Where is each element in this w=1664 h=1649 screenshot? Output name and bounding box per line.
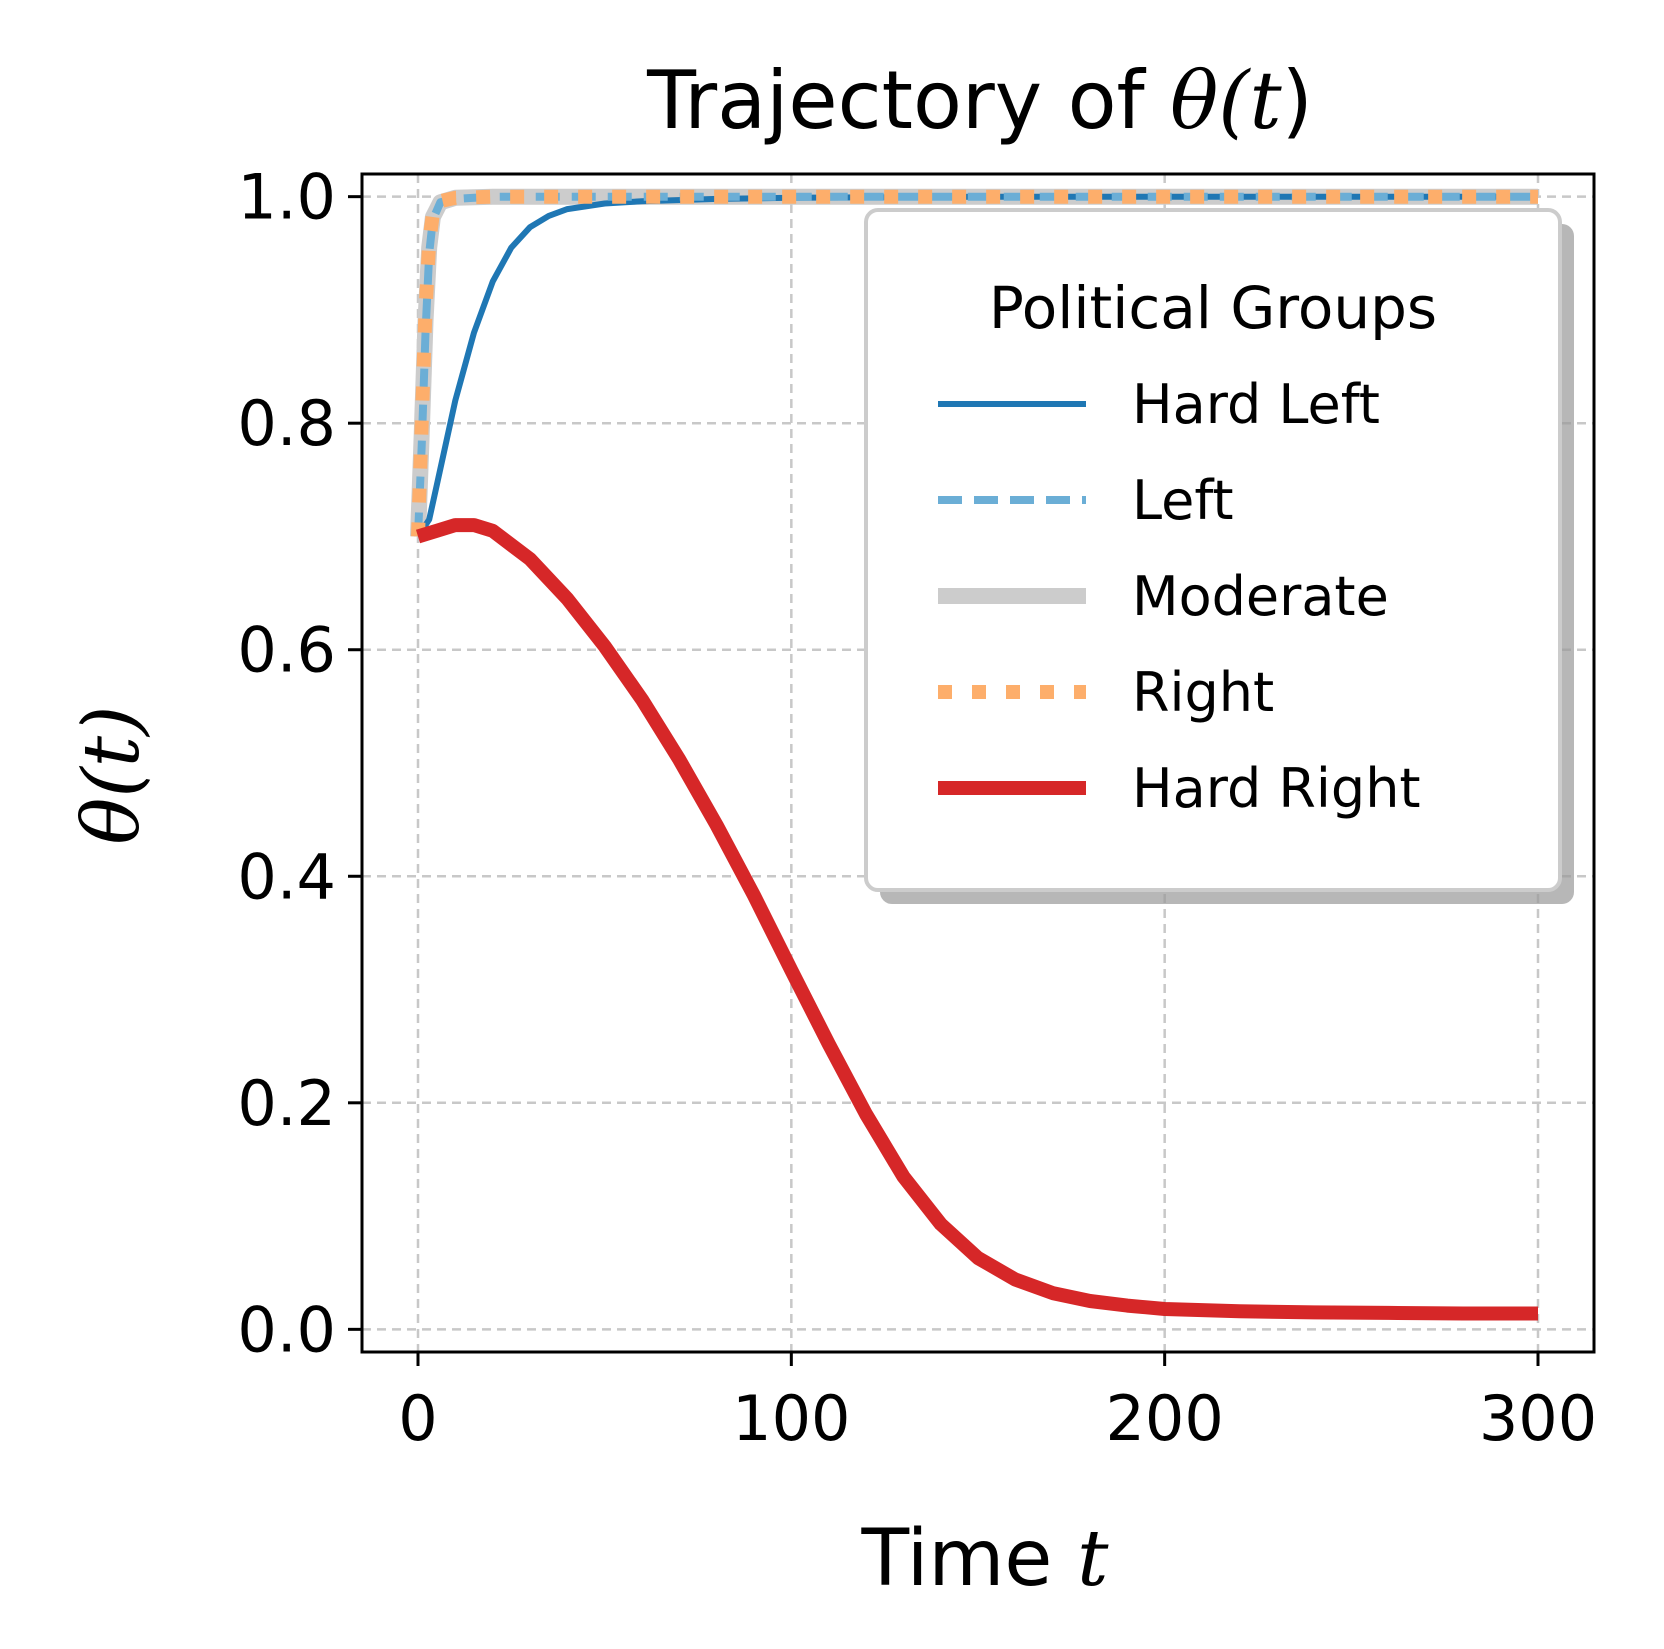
- plot-frame: [360, 172, 1596, 1354]
- legend-label: Left: [1132, 469, 1234, 532]
- x-axis-label: Time t: [860, 1514, 1109, 1604]
- y-tick-label: 0.0: [237, 1293, 336, 1366]
- chart-title: Trajectory of θ(t): [646, 54, 1313, 147]
- y-tick-label: 0.4: [237, 840, 336, 913]
- legend-label: Hard Left: [1132, 373, 1380, 436]
- legend: Political Groups Hard Left Left Moderate Rig…: [864, 208, 1574, 904]
- x-tick-label: 300: [1479, 1382, 1597, 1455]
- legend-label: Hard Right: [1132, 757, 1421, 820]
- chart-title-t: t: [1249, 54, 1282, 147]
- series-line-hard-right: [415, 518, 1538, 1321]
- axis-ticks: 0 100 200 300 0.0 0.2 0.4 0.6 0.8 1.0: [237, 161, 1597, 1455]
- chart-title-close: ): [1282, 54, 1313, 147]
- chart-title-theta: θ(: [1170, 54, 1251, 147]
- y-tick-label: 0.2: [237, 1067, 336, 1140]
- legend-box: [864, 208, 1562, 892]
- legend-label: Moderate: [1132, 565, 1389, 628]
- x-tick-label: 200: [1105, 1382, 1223, 1455]
- legend-label: Right: [1132, 661, 1274, 724]
- series-lines: [410, 188, 1538, 1321]
- chart-title-prefix: Trajectory of: [646, 54, 1170, 147]
- y-tick-label: 0.6: [237, 614, 336, 687]
- x-tick-label: 100: [732, 1382, 850, 1455]
- legend-title: Political Groups: [989, 274, 1437, 342]
- x-axis-label-var: t: [1077, 1514, 1109, 1604]
- y-tick-label: 1.0: [237, 161, 336, 234]
- y-tick-label: 0.8: [237, 387, 336, 460]
- x-axis-label-text: Time: [860, 1514, 1077, 1604]
- series-line-right: [411, 189, 1538, 537]
- x-tick-label: 0: [398, 1382, 437, 1455]
- y-axis-label: θ(t): [67, 705, 157, 844]
